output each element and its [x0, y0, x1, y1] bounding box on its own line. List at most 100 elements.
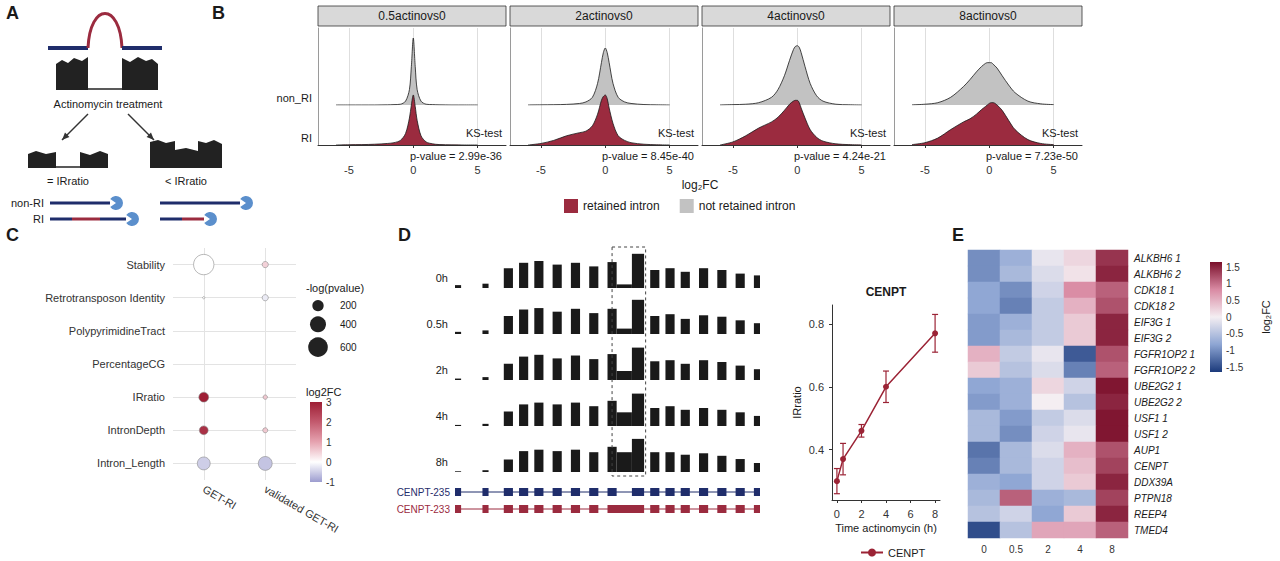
- svg-text:5: 5: [1051, 164, 1057, 176]
- svg-text:4h: 4h: [436, 410, 448, 422]
- svg-text:A: A: [6, 3, 19, 23]
- svg-text:0: 0: [602, 164, 608, 176]
- svg-text:2h: 2h: [436, 364, 448, 376]
- svg-text:CENPT-233: CENPT-233: [397, 504, 451, 515]
- svg-text:2: 2: [1045, 544, 1051, 555]
- svg-text:1.5: 1.5: [1226, 262, 1240, 273]
- svg-text:Retrotransposon Identity: Retrotransposon Identity: [45, 292, 165, 304]
- svg-text:not retained intron: not retained intron: [699, 199, 796, 213]
- svg-text:log₂FC: log₂FC: [1260, 300, 1272, 334]
- svg-text:TMED4: TMED4: [1134, 525, 1168, 536]
- svg-text:8: 8: [932, 508, 938, 520]
- svg-text:B: B: [212, 3, 225, 23]
- svg-text:CENPT-235: CENPT-235: [397, 487, 451, 498]
- svg-text:retained intron: retained intron: [583, 199, 660, 213]
- svg-text:8h: 8h: [436, 456, 448, 468]
- svg-text:non_RI: non_RI: [277, 92, 312, 104]
- svg-text:400: 400: [340, 319, 357, 330]
- svg-text:EIF3G 2: EIF3G 2: [1134, 333, 1172, 344]
- svg-text:C: C: [6, 225, 19, 245]
- svg-text:0: 0: [981, 544, 987, 555]
- svg-text:2: 2: [326, 417, 332, 428]
- svg-text:KS-test: KS-test: [1042, 127, 1078, 139]
- svg-text:IRratio: IRratio: [791, 386, 803, 418]
- svg-text:PTPN18: PTPN18: [1134, 493, 1172, 504]
- svg-text:8actinovs0: 8actinovs0: [959, 9, 1017, 23]
- svg-text:0.5h: 0.5h: [427, 318, 448, 330]
- svg-text:-log(pvalue): -log(pvalue): [306, 282, 364, 294]
- svg-text:E: E: [952, 225, 964, 245]
- svg-text:1: 1: [326, 437, 332, 448]
- svg-text:UBE2G2 1: UBE2G2 1: [1134, 381, 1182, 392]
- svg-text:-1: -1: [326, 477, 335, 488]
- svg-text:-5: -5: [344, 164, 354, 176]
- svg-text:600: 600: [340, 342, 357, 353]
- svg-text:4: 4: [883, 508, 889, 520]
- svg-text:PolypyrimidineTract: PolypyrimidineTract: [69, 325, 165, 337]
- svg-text:3: 3: [326, 397, 332, 408]
- svg-text:2actinovs0: 2actinovs0: [575, 9, 633, 23]
- svg-text:FGFR1OP2 2: FGFR1OP2 2: [1134, 365, 1196, 376]
- svg-text:4actinovs0: 4actinovs0: [767, 9, 825, 23]
- svg-text:5: 5: [475, 164, 481, 176]
- svg-text:200: 200: [340, 300, 357, 311]
- svg-text:REEP4: REEP4: [1134, 509, 1167, 520]
- svg-text:ALKBH6 2: ALKBH6 2: [1133, 269, 1181, 280]
- svg-text:p-value = 8.45e-40: p-value = 8.45e-40: [602, 150, 694, 162]
- svg-text:0.6: 0.6: [809, 381, 824, 393]
- svg-text:0: 0: [1226, 312, 1232, 323]
- svg-text:Intron_Length: Intron_Length: [97, 457, 165, 469]
- svg-text:-1: -1: [1226, 345, 1235, 356]
- svg-text:CDK18 1: CDK18 1: [1134, 285, 1175, 296]
- svg-text:0: 0: [986, 164, 992, 176]
- svg-text:0.5actinovs0: 0.5actinovs0: [378, 9, 446, 23]
- svg-text:p-value = 7.23e-50: p-value = 7.23e-50: [986, 150, 1078, 162]
- svg-text:DDX39A: DDX39A: [1134, 477, 1173, 488]
- svg-text:5: 5: [859, 164, 865, 176]
- svg-text:CENPT: CENPT: [866, 285, 907, 299]
- svg-text:log2FC: log2FC: [306, 386, 342, 398]
- svg-text:RI: RI: [33, 213, 44, 225]
- svg-text:= IRratio: = IRratio: [47, 175, 89, 187]
- svg-text:USF1 1: USF1 1: [1134, 413, 1168, 424]
- svg-text:-5: -5: [920, 164, 930, 176]
- svg-text:Actinomycin treatment: Actinomycin treatment: [54, 98, 163, 110]
- svg-text:0.8: 0.8: [809, 318, 824, 330]
- svg-text:UBE2G2 2: UBE2G2 2: [1134, 397, 1182, 408]
- svg-text:CENPT: CENPT: [888, 547, 926, 559]
- svg-text:1: 1: [1226, 278, 1232, 289]
- svg-text:Time actinomycin (h): Time actinomycin (h): [835, 522, 937, 534]
- svg-text:6: 6: [907, 508, 913, 520]
- svg-text:ALKBH6 1: ALKBH6 1: [1133, 253, 1181, 264]
- svg-text:KS-test: KS-test: [466, 127, 502, 139]
- svg-text:IntronDepth: IntronDepth: [108, 424, 165, 436]
- svg-text:RI: RI: [301, 132, 312, 144]
- svg-text:validated GET-RI: validated GET-RI: [262, 483, 340, 535]
- svg-text:log₂FC: log₂FC: [682, 178, 719, 192]
- svg-text:USF1 2: USF1 2: [1134, 429, 1168, 440]
- svg-text:0h: 0h: [436, 272, 448, 284]
- svg-text:EIF3G 1: EIF3G 1: [1134, 317, 1171, 328]
- svg-text:D: D: [398, 225, 411, 245]
- svg-text:AUP1: AUP1: [1133, 445, 1160, 456]
- svg-text:-0.5: -0.5: [1226, 328, 1244, 339]
- svg-text:FGFR1OP2 1: FGFR1OP2 1: [1134, 349, 1195, 360]
- svg-text:0: 0: [794, 164, 800, 176]
- svg-text:Stability: Stability: [126, 259, 165, 271]
- svg-text:0.5: 0.5: [1009, 544, 1023, 555]
- svg-text:5: 5: [667, 164, 673, 176]
- svg-text:-5: -5: [728, 164, 738, 176]
- svg-text:non-RI: non-RI: [11, 197, 44, 209]
- svg-text:p-value = 4.24e-21: p-value = 4.24e-21: [794, 150, 886, 162]
- svg-text:PercentageCG: PercentageCG: [92, 358, 165, 370]
- svg-text:0.4: 0.4: [809, 444, 824, 456]
- svg-text:KS-test: KS-test: [658, 127, 694, 139]
- svg-text:0: 0: [326, 457, 332, 468]
- svg-text:CDK18 2: CDK18 2: [1134, 301, 1175, 312]
- svg-text:p-value = 2.99e-36: p-value = 2.99e-36: [410, 150, 502, 162]
- svg-text:KS-test: KS-test: [850, 127, 886, 139]
- svg-text:CENPT: CENPT: [1134, 461, 1169, 472]
- svg-text:IRratio: IRratio: [133, 391, 165, 403]
- svg-text:4: 4: [1077, 544, 1083, 555]
- svg-text:0.5: 0.5: [1226, 295, 1240, 306]
